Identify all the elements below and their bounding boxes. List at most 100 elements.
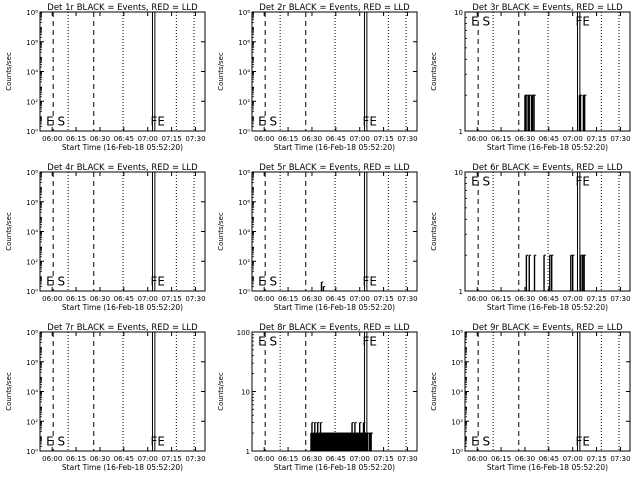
x-axis-label: Start Time (16-Feb-18 05:52:20) [487,303,608,312]
x-tick-label: 07:30 [397,135,417,143]
y-tick-label: 10⁶ [451,359,463,367]
fe-marker-label: FE [575,15,589,29]
fe-marker-label: FE [362,335,376,349]
x-tick-label: 06:15 [66,135,86,143]
panel-title: Det 5r BLACK = Events, RED = LLD [259,163,410,173]
plot-frame [39,171,206,292]
x-tick-label: 06:15 [491,455,511,463]
x-axis-label: Start Time (16-Feb-18 05:52:20) [274,303,395,312]
x-tick-label: 06:30 [302,455,322,463]
fe-marker-label: FE [575,175,589,189]
x-tick-label: 06:30 [90,135,110,143]
x-tick-label: 06:15 [66,295,86,303]
y-tick-label: 10⁴ [451,389,463,397]
x-tick-label: 06:00 [254,295,274,303]
y-tick-label: 10⁴ [26,229,38,237]
y-tick-label: 1 [459,128,463,136]
y-tick-label: 10⁴ [26,69,38,77]
x-tick-label: 06:30 [90,295,110,303]
plot-frame [39,11,206,132]
fe-marker-label: FE [362,274,376,288]
es-marker-label: E S [471,15,490,29]
y-axis-label: Counts/sec [5,52,13,91]
y-tick-label: 10⁶ [238,199,250,207]
fe-marker-label: FE [150,274,164,288]
y-tick-label: 10² [26,418,38,426]
x-tick-label: 07:15 [586,295,606,303]
y-tick-label: 10⁸ [26,9,38,17]
x-tick-label: 06:00 [467,295,487,303]
x-tick-label: 07:15 [161,455,181,463]
es-marker-label: E S [46,274,65,288]
x-tick-label: 07:00 [138,455,158,463]
plot-frame [251,171,418,292]
y-axis-label: Counts/sec [430,52,438,91]
es-marker-label: E S [471,175,490,189]
x-tick-label: 06:45 [539,455,559,463]
x-tick-label: 06:45 [326,135,346,143]
y-tick-label: 10⁰ [238,128,250,136]
y-tick-label: 10⁴ [238,69,250,77]
panel-title: Det 1r BLACK = Events, RED = LLD [47,3,198,13]
plot-frame [464,11,631,132]
y-tick-label: 10⁸ [238,169,250,177]
plot-frame [464,171,631,292]
y-tick-label: 10² [238,258,250,266]
x-tick-label: 07:00 [350,135,370,143]
x-tick-label: 06:15 [278,135,298,143]
y-tick-label: 10⁰ [238,288,250,296]
x-tick-label: 07:15 [373,455,393,463]
x-tick-label: 06:30 [515,295,535,303]
panel-title: Det 7r BLACK = Events, RED = LLD [47,323,198,333]
fe-marker-label: FE [150,114,164,128]
y-axis-label: Counts/sec [5,372,13,411]
panel-det-3: Det 3r BLACK = Events, RED = LLD 06:00 06:… [430,3,631,152]
y-tick-label: 10⁰ [26,288,38,296]
y-tick-label: 10⁶ [26,359,38,367]
y-axis-label: Counts/sec [5,212,13,251]
y-axis-label: Counts/sec [430,372,438,411]
panel-det-4: Det 4r BLACK = Events, RED = LLD 06:00 06:… [5,163,206,312]
y-tick-label: 10⁴ [26,389,38,397]
es-marker-label: E S [258,114,277,128]
x-tick-label: 06:30 [302,135,322,143]
panel-det-2: Det 2r BLACK = Events, RED = LLD 06:00 06:… [217,3,418,152]
plot-frame [251,11,418,132]
y-tick-label: 10⁴ [238,229,250,237]
x-tick-label: 06:00 [467,455,487,463]
fe-marker-label: FE [575,434,589,448]
y-axis-label: Counts/sec [217,212,225,251]
y-tick-label: 10⁸ [26,329,38,337]
x-tick-label: 07:15 [373,135,393,143]
es-marker-label: E S [471,434,490,448]
x-tick-label: 07:00 [138,295,158,303]
x-tick-label: 07:30 [397,455,417,463]
x-axis-label: Start Time (16-Feb-18 05:52:20) [62,303,183,312]
y-axis-label: Counts/sec [217,372,225,411]
x-axis-label: Start Time (16-Feb-18 05:52:20) [274,143,395,152]
panel-title: Det 2r BLACK = Events, RED = LLD [259,3,410,13]
x-tick-label: 07:15 [161,135,181,143]
y-tick-label: 1 [246,448,250,456]
y-axis-label: Counts/sec [430,212,438,251]
x-tick-label: 06:00 [42,295,62,303]
x-tick-label: 07:00 [563,295,583,303]
es-marker-label: E S [258,335,277,349]
y-tick-label: 1 [459,288,463,296]
panel-det-6: Det 6r BLACK = Events, RED = LLD 06:00 06:… [430,163,631,312]
y-tick-label: 10² [26,258,38,266]
x-tick-label: 07:00 [350,295,370,303]
x-tick-label: 07:30 [397,295,417,303]
y-tick-label: 100 [237,329,250,337]
x-tick-label: 06:30 [515,135,535,143]
y-tick-label: 10 [454,9,463,17]
fe-marker-label: FE [362,114,376,128]
y-tick-label: 10⁶ [238,39,250,47]
es-marker-label: E S [258,274,277,288]
x-tick-label: 06:45 [114,455,134,463]
x-tick-label: 06:45 [114,135,134,143]
panel-title: Det 9r BLACK = Events, RED = LLD [472,323,623,333]
x-tick-label: 07:30 [610,455,630,463]
